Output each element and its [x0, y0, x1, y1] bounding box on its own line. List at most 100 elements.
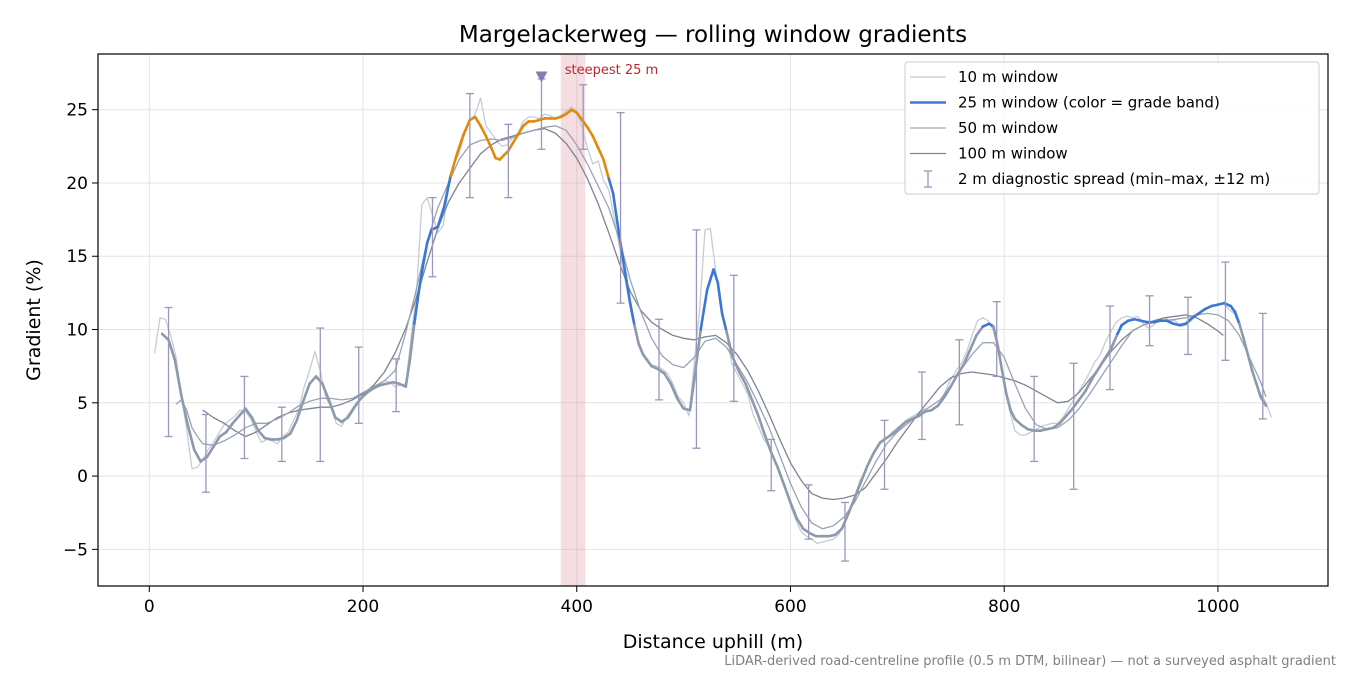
series-25m-segment — [462, 118, 472, 136]
series-25m-segment — [1058, 414, 1068, 425]
y-axis-label: Gradient (%) — [23, 259, 45, 381]
series-25m-segment — [955, 363, 965, 377]
series-line-50m — [175, 125, 1267, 530]
series-25m-segment — [484, 134, 493, 150]
series-25m-segment — [725, 329, 735, 359]
plot-frame — [97, 53, 1329, 587]
errorbar-layer — [164, 78, 1267, 562]
series-25m-segment — [1090, 367, 1100, 381]
series-25m-segment — [442, 174, 452, 208]
series-25m-segment — [688, 378, 696, 412]
series-25m-segment — [1238, 322, 1245, 340]
series-25m-segment — [637, 342, 645, 356]
series-25m-segment — [602, 158, 611, 180]
series-25m-segment — [308, 375, 318, 386]
series-25m-segment — [473, 115, 482, 128]
series-25m-segment — [180, 394, 190, 427]
series-line-10m — [153, 97, 1273, 545]
series-25m-segment — [943, 385, 953, 399]
y-tick-label: 10 — [66, 321, 88, 341]
series-25m-segment — [763, 433, 773, 454]
series-25m-segment — [669, 382, 679, 400]
series-25m-segment — [846, 496, 856, 516]
series-25m-segment — [859, 464, 869, 484]
x-tick-label: 0 — [144, 597, 155, 617]
series-25m-segment — [757, 414, 767, 437]
series-25m-segment — [224, 422, 234, 434]
series-25m-segment — [872, 441, 882, 454]
series-25m-segment — [404, 357, 412, 388]
series-25m-segment — [1242, 337, 1250, 356]
series-25m-segment — [936, 395, 946, 408]
series-25m-segment — [633, 323, 641, 346]
series-25m-segment — [511, 133, 520, 145]
series-25m-segment — [507, 142, 514, 153]
series-25m-segment — [256, 429, 267, 440]
series-25m-segment — [898, 420, 908, 430]
axis-ticks: 0 200 400 600 800 1000 −5 0 5 10 15 20 25 — [63, 101, 1240, 617]
series-25m-segment — [353, 397, 363, 409]
legend-label: 25 m window (color = grade band) — [958, 94, 1220, 112]
annotation-layer: steepest 25 m — [535, 63, 658, 83]
legend-label: 50 m window — [958, 119, 1058, 137]
series-25m-segment — [720, 312, 728, 333]
series-25m-segment — [1009, 408, 1017, 421]
series-25m-segment — [620, 249, 628, 279]
series-25m-segment — [327, 398, 337, 419]
series-25m-segment — [611, 191, 619, 224]
steepest-label: steepest 25 m — [565, 63, 658, 78]
series-25m-segment — [776, 465, 786, 487]
series-25m-segment — [359, 391, 369, 400]
series-25m-segment — [449, 152, 459, 177]
series-25m-segment — [301, 382, 311, 403]
series-25m-segment — [205, 445, 215, 459]
legend-items: 10 m window 25 m window (color = grade ba… — [910, 68, 1270, 188]
legend-label: 100 m window — [958, 145, 1068, 163]
series-25m-segment — [1013, 417, 1023, 427]
series-line-100m — [202, 128, 1224, 501]
series-25m-segment — [744, 382, 754, 402]
series-25m-segment — [1184, 316, 1194, 325]
series-25m-segment — [853, 480, 863, 500]
series-25m-segment — [167, 338, 177, 362]
x-tick-label: 800 — [988, 597, 1020, 617]
series-25m-segment — [663, 372, 673, 386]
series-25m-segment — [1233, 310, 1241, 325]
series-25m-segment — [1096, 357, 1106, 371]
series-25m-segment — [591, 134, 600, 150]
series-25m-segment — [675, 397, 685, 410]
series-25m-segment — [968, 334, 978, 352]
x-tick-label: 400 — [561, 597, 593, 617]
series-25m-segment — [607, 177, 615, 195]
series-25m-segment — [750, 398, 760, 418]
series-25m-segment — [289, 419, 299, 435]
steepest-marker — [535, 71, 548, 83]
series-25m-segment — [1005, 392, 1012, 412]
legend-box — [904, 61, 1320, 195]
series-25m-segment — [795, 517, 805, 531]
series-25m-segment — [231, 414, 241, 425]
y-tick-label: 5 — [77, 394, 88, 414]
chart-title: Margelackerweg — rolling window gradient… — [459, 22, 967, 48]
legend-label: 10 m window — [958, 68, 1058, 86]
series-25m-segment — [417, 265, 425, 295]
x-tick-label: 1000 — [1196, 597, 1239, 617]
x-axis-label: Distance uphill (m) — [623, 631, 803, 653]
series-25m-segment — [834, 527, 844, 537]
series-25m-segment — [716, 281, 724, 315]
series-25m-segment — [346, 405, 356, 419]
series-25m-segment — [295, 400, 305, 422]
series-25m-segment — [866, 451, 876, 468]
series-25m-segment — [212, 435, 222, 449]
series-25m-segment — [782, 483, 792, 504]
series-layer — [153, 97, 1273, 545]
series-25m-segment — [455, 133, 465, 155]
series-25m-segment — [624, 275, 632, 305]
series-25m-segment — [1116, 323, 1124, 336]
series-25m-segment — [891, 426, 901, 435]
series-25m-segment — [408, 322, 416, 361]
series-25m-segment — [250, 416, 260, 432]
footnote: LiDAR-derived road-centreline profile (0… — [724, 654, 1336, 669]
series-25m-segment — [975, 325, 985, 337]
